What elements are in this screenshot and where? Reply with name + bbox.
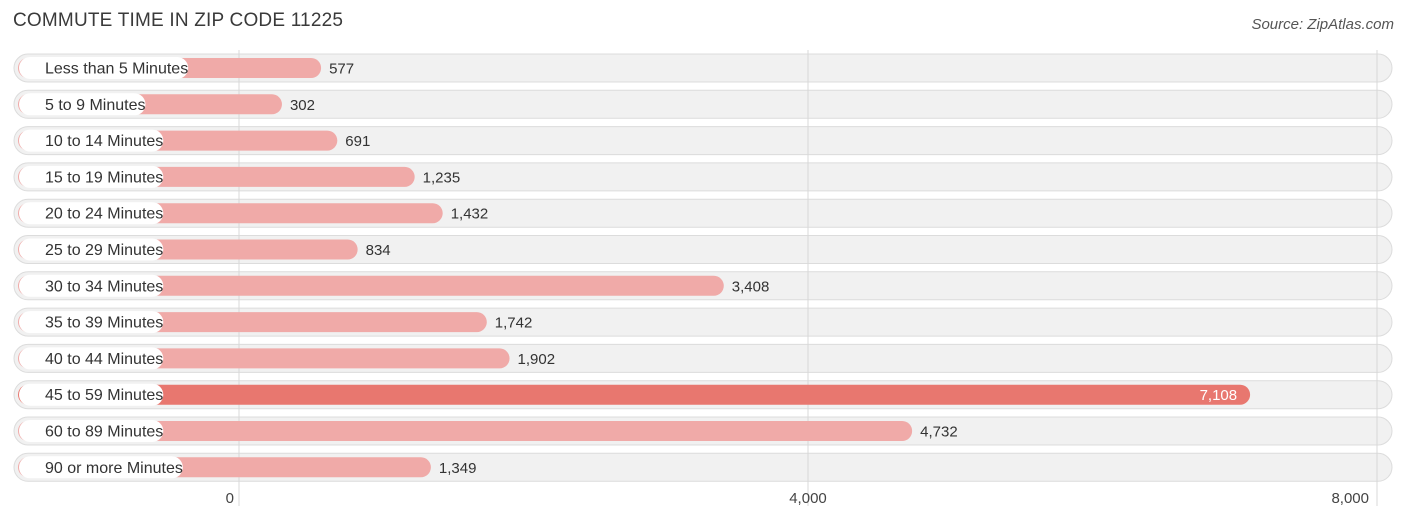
category-label: Less than 5 Minutes (45, 61, 188, 78)
value-label: 1,432 (451, 206, 489, 223)
category-pill (19, 274, 164, 297)
row-background (13, 235, 1393, 264)
x-tick-label: 4,000 (789, 490, 827, 507)
x-tick-label: 0 (226, 490, 234, 507)
category-pill (19, 238, 164, 261)
row-background (13, 126, 1393, 156)
category-pill (19, 202, 164, 225)
category-label: 35 to 39 Minutes (45, 315, 163, 332)
chart-title: COMMUTE TIME IN ZIP CODE 11225 (13, 10, 344, 31)
value-label: 691 (345, 133, 370, 150)
value-label: 4,732 (920, 424, 958, 441)
category-pill (19, 347, 164, 370)
bar[interactable] (18, 275, 724, 296)
category-label: 90 or more Minutes (45, 460, 183, 477)
category-pill (19, 129, 164, 152)
category-label: 15 to 19 Minutes (45, 169, 163, 186)
category-label: 10 to 14 Minutes (45, 133, 163, 150)
x-tick-label: 8,000 (1331, 490, 1369, 507)
category-pill (19, 57, 189, 79)
category-pill (19, 93, 146, 116)
category-label: 60 to 89 Minutes (45, 424, 163, 441)
value-label: 1,902 (518, 351, 556, 368)
value-label: 1,349 (439, 460, 477, 477)
row-background (13, 53, 1393, 83)
category-label: 45 to 59 Minutes (45, 387, 163, 404)
value-label: 1,235 (423, 169, 461, 186)
category-label: 20 to 24 Minutes (45, 206, 163, 223)
bar[interactable] (18, 421, 913, 441)
value-label: 7,108 (1200, 387, 1238, 404)
row-background (13, 89, 1393, 119)
category-pill (19, 420, 164, 442)
category-pill (19, 311, 164, 334)
category-label: 40 to 44 Minutes (45, 351, 163, 368)
value-label: 577 (329, 61, 354, 78)
value-label: 834 (366, 242, 391, 259)
category-pill (19, 165, 164, 188)
source-credit: Source: ZipAtlas.com (1251, 16, 1394, 33)
category-label: 30 to 34 Minutes (45, 278, 163, 295)
bar[interactable] (18, 384, 1251, 405)
value-label: 3,408 (732, 278, 770, 295)
category-label: 5 to 9 Minutes (45, 97, 146, 114)
category-pill (19, 456, 183, 479)
category-pill (19, 383, 164, 406)
value-label: 302 (290, 97, 315, 114)
category-label: 25 to 29 Minutes (45, 242, 163, 259)
value-label: 1,742 (495, 315, 533, 332)
